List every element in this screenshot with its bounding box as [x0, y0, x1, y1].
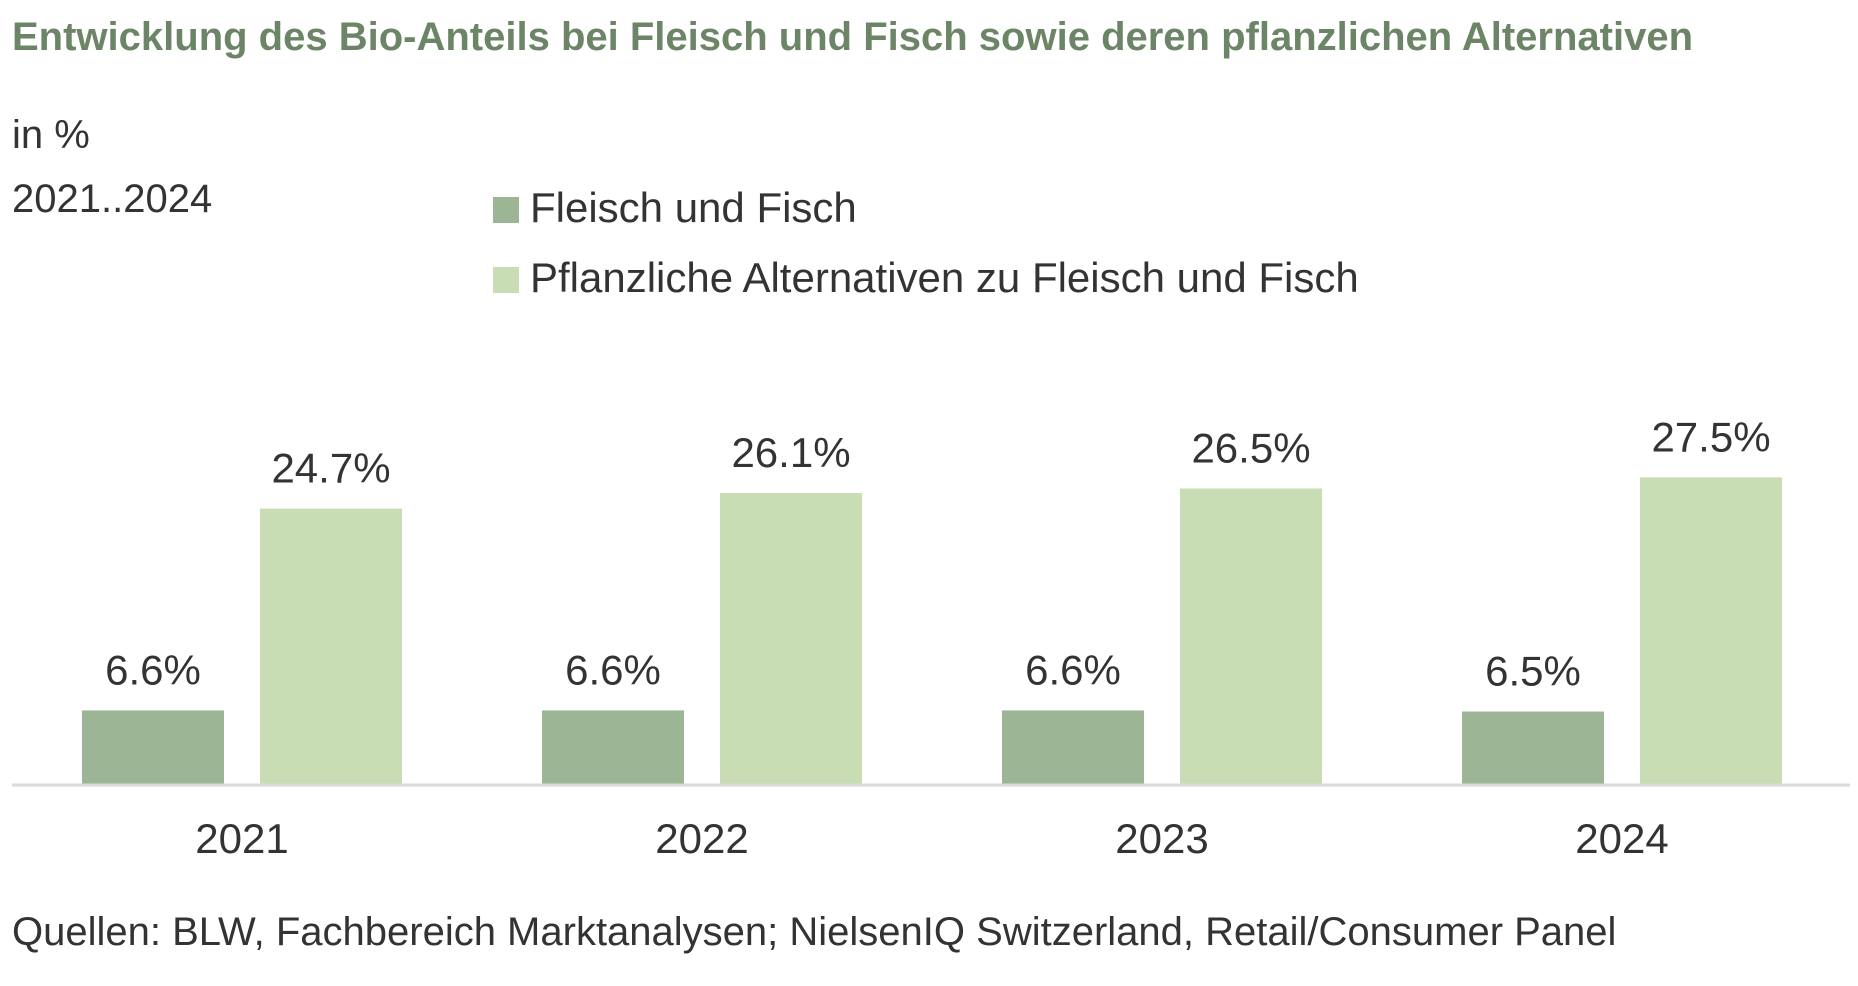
chart-title: Entwicklung des Bio-Anteils bei Fleisch …: [12, 15, 1693, 59]
data-label-fleisch-2023: 6.6%: [1025, 646, 1121, 693]
bar-pflanzlich-2023: [1180, 488, 1322, 784]
legend-label-pflanzlich: Pflanzliche Alternativen zu Fleisch und …: [530, 254, 1359, 301]
data-label-pflanzlich-2022: 26.1%: [731, 429, 850, 476]
x-tick-label-2021: 2021: [195, 815, 288, 862]
bar-pflanzlich-2022: [720, 492, 862, 784]
x-tick-label-2024: 2024: [1575, 815, 1668, 862]
bar-fleisch-2023: [1002, 710, 1144, 784]
legend-swatch-pflanzlich: [493, 267, 519, 293]
data-label-fleisch-2021: 6.6%: [105, 646, 201, 693]
bar-fleisch-2021: [82, 710, 224, 784]
data-label-pflanzlich-2023: 26.5%: [1191, 425, 1310, 472]
data-labels-group: 6.6% 24.7% 6.6% 26.1% 6.6% 26.5% 6.5% 27.5%: [105, 413, 1770, 694]
legend-label-fleisch: Fleisch und Fisch: [530, 184, 857, 231]
bar-fleisch-2022: [542, 710, 684, 784]
data-label-fleisch-2024: 6.5%: [1485, 648, 1581, 695]
bars-group: [82, 477, 1782, 784]
source-note: Quellen: BLW, Fachbereich Marktanalysen;…: [12, 910, 1616, 954]
legend: Fleisch und Fisch Pflanzliche Alternativ…: [493, 184, 1359, 301]
data-label-pflanzlich-2024: 27.5%: [1651, 413, 1770, 460]
data-label-pflanzlich-2021: 24.7%: [271, 445, 390, 492]
x-tick-labels-group: 2021 2022 2023 2024: [195, 815, 1668, 862]
bar-pflanzlich-2024: [1640, 477, 1782, 784]
legend-swatch-fleisch: [493, 197, 519, 223]
data-label-fleisch-2022: 6.6%: [565, 646, 661, 693]
bar-pflanzlich-2021: [260, 508, 402, 784]
x-tick-label-2023: 2023: [1115, 815, 1208, 862]
chart-period-label: 2021..2024: [12, 177, 212, 221]
bar-fleisch-2024: [1462, 711, 1604, 784]
x-tick-label-2022: 2022: [655, 815, 748, 862]
chart-unit-label: in %: [12, 113, 90, 157]
